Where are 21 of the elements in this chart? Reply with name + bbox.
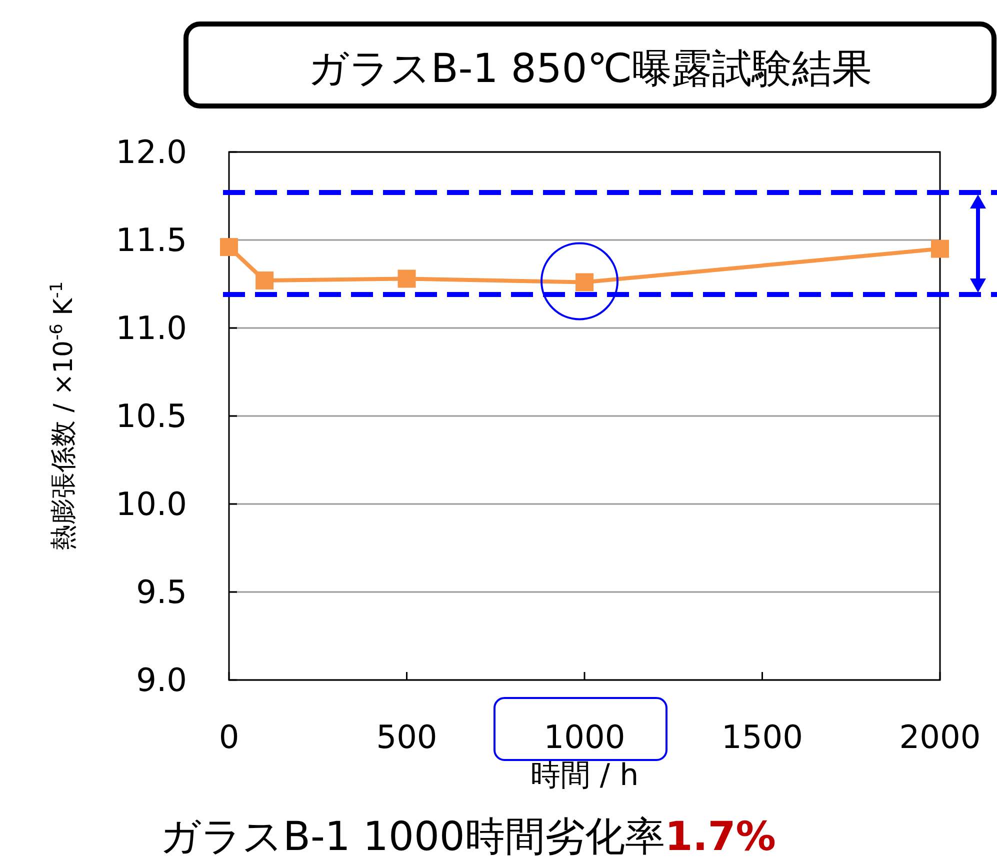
point [576,273,594,292]
y-tick-label: 10.0 [116,485,187,523]
y-tick-label: 11.5 [116,221,187,259]
text: 1.7% [664,814,776,860]
text: ガラスB-1 1000時間劣化率 [160,814,665,860]
x-tick-label: 1000 [544,718,626,756]
y-tick-label: 9.0 [136,661,187,699]
point [220,238,238,256]
x-tick-label: 1500 [722,718,803,756]
point [256,271,274,290]
y-tick-label: 12.0 [116,133,187,171]
y-tick-label: 11.0 [116,309,187,347]
x-tick-label: 0 [218,718,240,756]
point [398,270,416,288]
chart-title: ガラスB-1 850℃曝露試験結果 [308,46,872,92]
y-tick-label: 9.5 [136,573,187,611]
x-tick-label: 500 [376,718,438,756]
y-tick-label: 10.5 [116,397,187,435]
point [931,240,949,258]
x-tick-label: 2000 [899,718,981,756]
x-axis-title: 時間 / h [530,758,639,793]
